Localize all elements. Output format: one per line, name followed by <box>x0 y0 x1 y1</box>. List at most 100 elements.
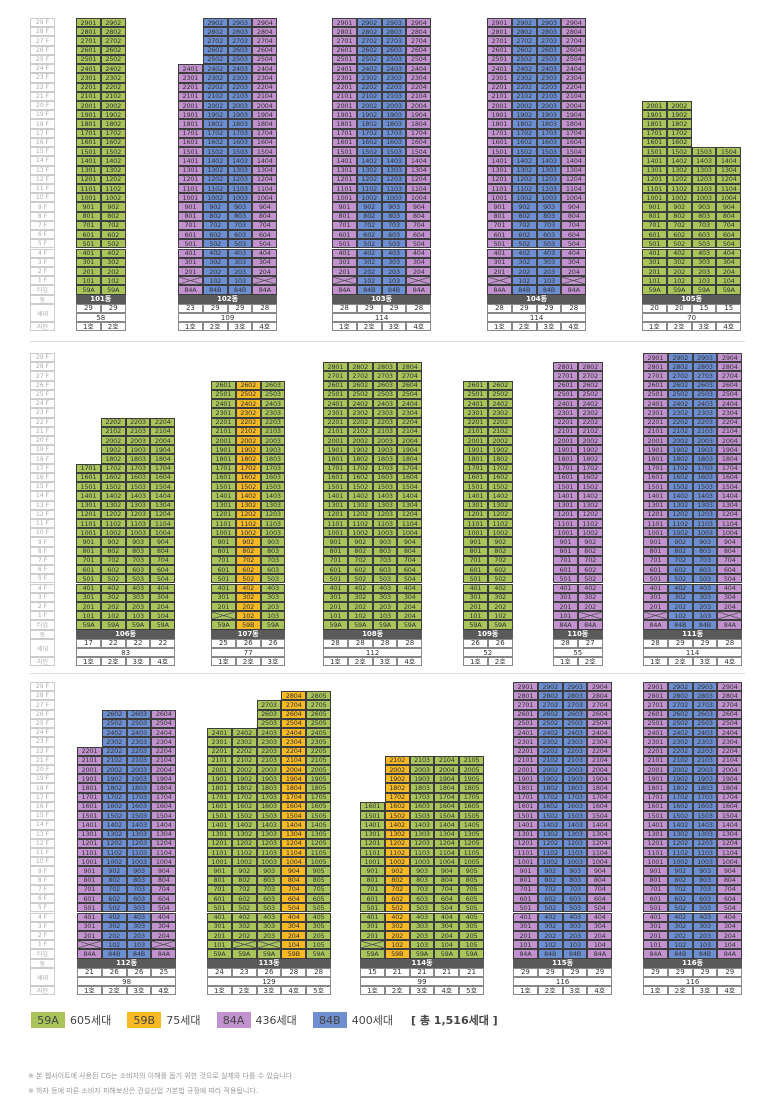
unit-cell: 1804 <box>717 783 743 793</box>
unit-cell: 2704 <box>406 36 432 46</box>
unit-cell: 1704 <box>587 792 613 802</box>
unit-cell: 2404 <box>281 728 307 738</box>
unit-cell: 1004 <box>717 857 743 867</box>
unit-cell: 2401 <box>643 728 668 738</box>
legend: 59A 605세대 59B 75세대 84A 436세대 84B 400세대 [… <box>31 1012 498 1028</box>
unit-cell: 501 <box>323 574 348 584</box>
unit-cell: 1601 <box>323 472 348 483</box>
unit-cell: 1004 <box>434 857 460 867</box>
unit-cell: 2802 <box>100 27 126 37</box>
unit-cell: 2503 <box>536 54 562 65</box>
line-label: 1호 <box>643 986 668 996</box>
unit-cell: 2202 <box>667 417 693 427</box>
unit-cell: 1402 <box>667 491 693 501</box>
unit-cell: 1701 <box>513 792 538 802</box>
unit-cell: 2304 <box>561 73 587 83</box>
unit-cell: 501 <box>332 239 357 249</box>
unit-cell: 1405 <box>306 820 331 830</box>
unit-cell: 1601 <box>643 472 668 483</box>
unit-cell: 1605 <box>459 801 484 812</box>
unit-type-cell: 84A <box>151 949 177 959</box>
unit-cell: 2704 <box>717 700 743 710</box>
unit-cell: 1801 <box>642 119 667 129</box>
unit-cell: 501 <box>76 239 101 249</box>
line-label: 2호 <box>384 986 410 996</box>
unit-cell: 303 <box>125 592 151 602</box>
unit-type-cell: 59A <box>642 285 667 295</box>
unit-cell: 1502 <box>202 147 228 157</box>
unit-cell: 2202 <box>101 746 127 756</box>
floor-label: 16 F <box>30 801 55 812</box>
unit-cell: 502 <box>667 574 693 584</box>
line-label: 1호 <box>211 657 236 667</box>
unit-cell: 2402 <box>667 399 693 409</box>
unit-cell: 1602 <box>384 801 410 812</box>
unit-cell: 1001 <box>513 857 538 867</box>
unit-cell: 2303 <box>260 408 286 418</box>
unit-cell: 1403 <box>536 156 562 166</box>
line-household-count: 21 <box>77 967 102 978</box>
unit-cell: 501 <box>643 903 668 913</box>
unit-cell: 2502 <box>101 718 127 729</box>
unit-cell: 2803 <box>562 691 588 701</box>
unit-cell: 2303 <box>381 73 407 83</box>
unit-cell: 1103 <box>227 183 253 194</box>
unit-cell: 202 <box>100 266 126 277</box>
floor-label: 29 F <box>30 682 55 692</box>
unit-type-cell: 59A <box>306 949 331 959</box>
unit-cell: 702 <box>666 220 692 231</box>
unit-cell: 1205 <box>306 838 331 848</box>
unit-cell: 904 <box>252 202 278 212</box>
unit-cell: 2001 <box>76 100 101 111</box>
unit-cell: 1105 <box>306 847 331 858</box>
unit-cell: 303 <box>227 257 253 267</box>
unit-cell: 303 <box>126 921 152 931</box>
unit-cell: 804 <box>406 211 432 221</box>
unit-cell: 401 <box>76 248 101 258</box>
unit-cell: 1702 <box>667 463 693 473</box>
unit-cell: 1802 <box>577 454 603 464</box>
unit-cell: 402 <box>487 583 513 593</box>
unit-cell: 1701 <box>211 463 236 473</box>
unit-cell: 2502 <box>667 389 693 400</box>
unit-cell: 504 <box>150 574 176 584</box>
unit-cell: 903 <box>381 202 407 212</box>
unit-type-cell: 59A <box>125 620 151 630</box>
unit-cell: 304 <box>561 257 587 267</box>
unit-cell: 102 <box>666 276 692 286</box>
unit-cell: 2404 <box>151 728 177 738</box>
unit-cell: 1402 <box>100 156 126 166</box>
unit-cell: 1002 <box>666 193 692 203</box>
line-household-count: 22 <box>150 638 176 649</box>
unit-cell: 504 <box>151 903 177 913</box>
unit-cell: 1902 <box>356 110 382 120</box>
unit-cell: 2304 <box>151 737 177 747</box>
floor-label: 25 F <box>30 54 55 65</box>
building-household-total: 114 <box>487 313 587 323</box>
floor-label: 8 F <box>30 875 55 885</box>
unit-cell: 1001 <box>76 193 101 203</box>
unit-cell: 201 <box>76 266 101 277</box>
unit-cell: 1702 <box>356 128 382 138</box>
unit-cell: 2901 <box>487 18 512 28</box>
unit-cell: 501 <box>487 239 512 249</box>
unit-cell: 2603 <box>536 45 562 55</box>
unit-cell: 1102 <box>101 847 127 858</box>
unit-cell: 502 <box>100 239 126 249</box>
unit-cell: 605 <box>306 894 331 904</box>
unit-cell: 302 <box>384 921 410 931</box>
unit-cell: 1202 <box>667 509 693 519</box>
unit-cell: 2301 <box>211 408 236 418</box>
floor-label: 2 F <box>30 266 55 277</box>
unit-cell: 2604 <box>151 709 177 719</box>
unit-cell: 2103 <box>260 426 286 436</box>
unit-cell: 2502 <box>511 54 537 65</box>
unit-cell: 301 <box>77 921 102 931</box>
unit-cell: 2101 <box>207 755 232 765</box>
unit-cell: 104 <box>434 940 460 950</box>
unit-cell: 1304 <box>151 829 177 839</box>
unit-cell: 2403 <box>126 728 152 738</box>
unit-cell: 1401 <box>643 491 668 501</box>
unit-cell: 2301 <box>643 408 668 418</box>
unit-cell: 1603 <box>536 137 562 148</box>
